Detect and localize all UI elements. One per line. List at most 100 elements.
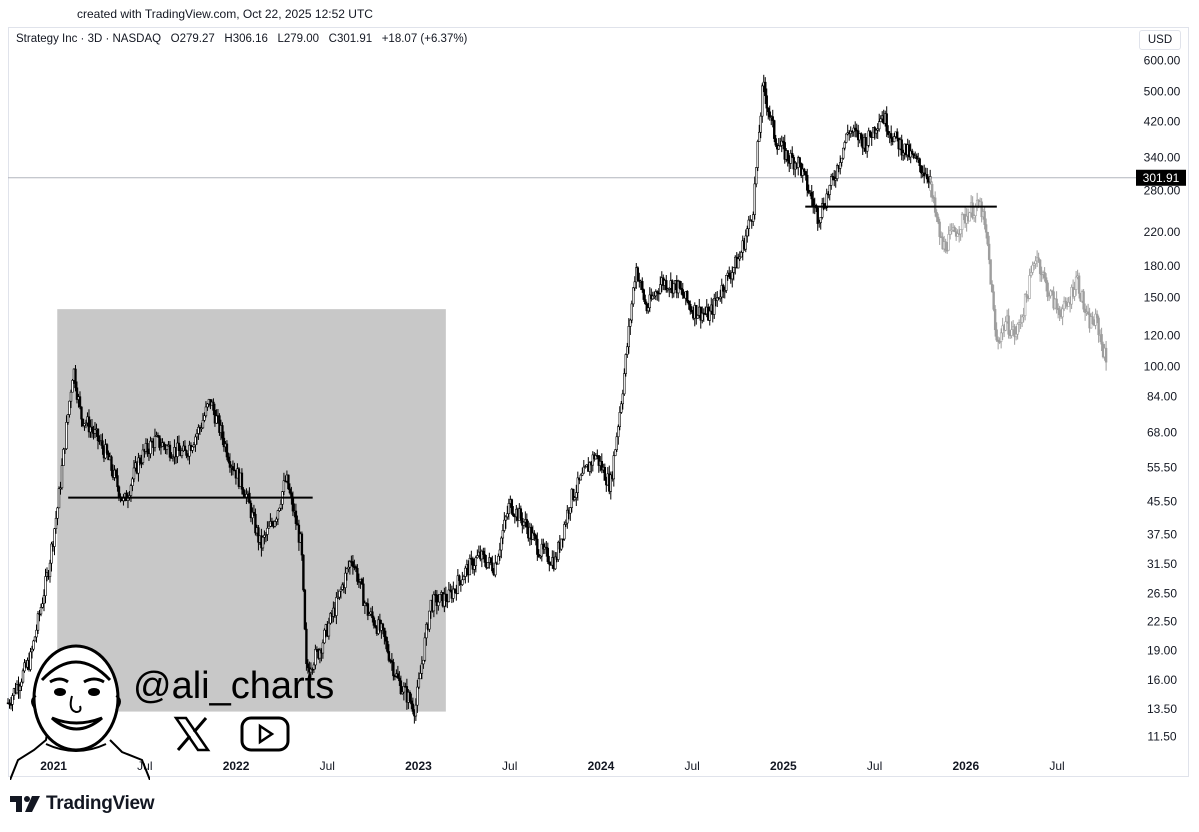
price-candle-body (435, 594, 439, 606)
price-candle-body (279, 503, 283, 509)
legend-high: H306.16 (224, 33, 268, 45)
avatar-illustration (10, 644, 150, 780)
price-candle-body (579, 474, 583, 481)
price-candle-body (542, 543, 545, 550)
projection-candle-body (1025, 294, 1028, 298)
price-candle-body (738, 256, 741, 260)
price-candle-body (83, 423, 86, 426)
price-candle-body (656, 291, 659, 294)
y-tick-label: 420.00 (1144, 114, 1181, 128)
price-candle-body (42, 595, 46, 604)
y-tick-label: 45.50 (1147, 494, 1177, 508)
created-with-text: created with TradingView.com, Oct 22, 20… (77, 7, 373, 21)
projection-candle-body (1073, 289, 1076, 297)
projection-candle-body (930, 183, 934, 198)
price-candle-body (84, 422, 88, 425)
projection-candle-body (933, 197, 937, 213)
price-candle-body (614, 449, 617, 456)
x-tick-label: 2025 (770, 759, 797, 773)
price-candle-body (767, 107, 770, 113)
price-candle-body (629, 319, 632, 327)
price-candle-body (759, 115, 762, 133)
price-candle-body (410, 700, 413, 705)
projection-candle-body (984, 224, 988, 233)
price-candle-body (534, 535, 538, 540)
price-candle-body (618, 412, 621, 427)
price-candle-body (563, 524, 566, 540)
price-candle-body (458, 575, 461, 582)
price-candle-body (276, 510, 280, 520)
price-candle-body (893, 136, 896, 143)
projection-candle-body (936, 216, 940, 223)
price-candle-body (645, 303, 648, 312)
price-candle-body (642, 289, 645, 300)
price-candle-body (383, 627, 386, 638)
price-candle-body (36, 613, 40, 631)
price-candle-body (540, 543, 544, 557)
y-tick-label: 220.00 (1144, 225, 1181, 239)
price-candle-body (854, 127, 857, 131)
price-candle-body (761, 85, 764, 117)
price-candle-body (910, 150, 914, 154)
support-lines-layer (68, 205, 997, 499)
price-candle-body (59, 487, 62, 490)
price-candle-body (690, 309, 693, 313)
price-candle-body (381, 623, 385, 629)
projection-candle-body (1007, 315, 1010, 335)
tradingview-brand[interactable]: TradingView (10, 793, 155, 815)
projection-candle-body (1031, 264, 1034, 273)
price-candle-body (510, 499, 514, 514)
price-candle-body (212, 401, 215, 411)
projection-candle-body (1014, 333, 1018, 338)
projection-candle-body (1004, 321, 1007, 331)
price-candle-body (747, 219, 750, 229)
price-candle-body (771, 116, 774, 121)
price-candle-body (396, 673, 400, 679)
watermark-handle: @ali_charts (133, 665, 335, 707)
price-candle-body (254, 513, 257, 534)
projection-candle-body (1013, 326, 1016, 338)
price-candle-body (149, 440, 152, 455)
price-candle-body (522, 521, 526, 526)
price-candle-body (336, 596, 340, 599)
y-tick-label: 31.50 (1147, 557, 1177, 571)
tradingview-logo-icon (10, 796, 40, 812)
price-candle-body (708, 310, 711, 321)
price-candle-body (566, 509, 569, 524)
price-candle-body (368, 613, 371, 616)
price-candle-body (194, 436, 197, 446)
price-candle-body (185, 450, 188, 456)
x-axis: 2021 Jul 2022 Jul 2023 Jul 2024 Jul 2025 Jul 2026 J… (40, 759, 1064, 773)
y-tick-label: 11.50 (1147, 729, 1176, 743)
currency-button[interactable]: USD (1139, 30, 1181, 50)
price-candle-body (890, 133, 893, 139)
projection-candle-body (1028, 275, 1031, 299)
price-candle-body (371, 611, 374, 619)
price-candle-body (860, 133, 863, 139)
projection-candle-body (992, 291, 995, 310)
projection-candle-body (1044, 277, 1048, 284)
price-candle-body (416, 686, 419, 706)
price-candle-body (447, 589, 451, 602)
projection-candle-body (948, 229, 952, 235)
price-candle-body (723, 290, 726, 292)
x-tick-label: 2024 (588, 759, 615, 773)
projection-candle-body (1037, 257, 1040, 261)
price-candle-body (624, 354, 627, 374)
price-candle-body (60, 465, 64, 489)
price-candle-body (263, 534, 266, 538)
price-candle-body (323, 629, 326, 644)
price-candle-body (554, 556, 557, 570)
price-candle-body (335, 597, 338, 616)
projection-candle-body (1050, 290, 1054, 293)
price-candle-body (653, 295, 656, 298)
price-candle-body (789, 152, 792, 164)
price-candle-body (206, 403, 209, 408)
price-candle-body (30, 648, 34, 653)
price-candle-body (758, 131, 761, 142)
price-candle-body (740, 252, 743, 258)
price-candle-body (362, 583, 365, 606)
price-candle-body (633, 281, 636, 289)
price-candle-body (464, 567, 467, 577)
